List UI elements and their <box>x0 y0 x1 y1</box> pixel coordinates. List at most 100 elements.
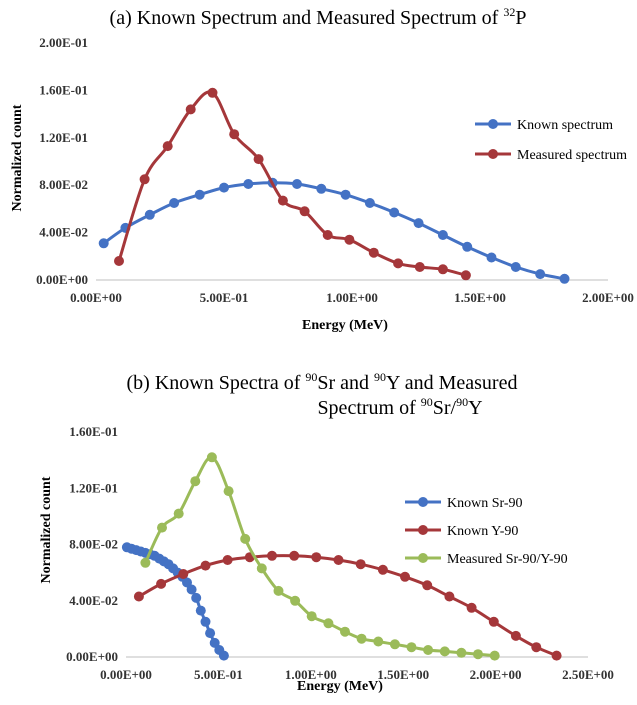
chart-a-point-known-spectrum <box>462 241 473 252</box>
chart-a-point-known-spectrum <box>219 182 229 193</box>
chart-a-legend: Known spectrum Measured spectrum <box>475 118 627 163</box>
chart-b-point-known-sr-90 <box>209 637 220 648</box>
chart-b-point-known-sr-90 <box>191 592 202 603</box>
chart-b-point-known-y-90 <box>267 550 277 561</box>
chart-b-x-tick-label: 0.00E+00 <box>100 667 152 682</box>
chart-a-point-measured-spectrum <box>114 256 124 266</box>
chart-b-legend-marker-known-sr-90 <box>418 497 428 507</box>
chart-b-point-measured-sr-90-y-90 <box>173 508 184 519</box>
chart-a-point-known-spectrum <box>486 252 497 263</box>
chart-b-point-measured-sr-90-y-90 <box>306 611 317 622</box>
chart-a-point-measured-spectrum <box>139 174 150 185</box>
chart-b-point-measured-sr-90-y-90 <box>389 639 400 650</box>
chart-b-y-axis-label: Normalized count <box>39 476 54 583</box>
chart-b-point-known-sr-90 <box>186 584 197 595</box>
chart-a-x-tick-label: 1.50E+00 <box>454 290 506 305</box>
chart-b-point-measured-sr-90-y-90 <box>439 646 450 657</box>
chart-b-title-line2: Spectrum of 90Sr/90Y <box>317 395 482 419</box>
chart-a-ticks: 0.00E+00 4.00E-02 8.00E-02 1.20E-01 1.60E-01… <box>36 35 634 305</box>
chart-a-point-known-spectrum <box>340 189 351 200</box>
chart-b-point-measured-sr-90-y-90 <box>373 636 384 647</box>
chart-a-legend-label-known-spectrum: Known spectrum <box>517 118 613 133</box>
chart-b-line-measured-sr-90-y-90 <box>144 455 495 658</box>
chart-b-x-tick-label: 1.50E+00 <box>377 667 429 682</box>
chart-a-point-known-spectrum <box>389 207 400 218</box>
chart-b-ticks: 0.00E+00 4.00E-02 8.00E-02 1.20E-01 1.60E-01… <box>66 424 614 682</box>
chart-b: (b) Known Spectra of 90Sr and 90Y and Me… <box>39 370 614 694</box>
chart-b-point-measured-sr-90-y-90 <box>140 557 151 568</box>
chart-b-legend-label-known-y-90: Known Y-90 <box>447 524 518 539</box>
chart-a-point-known-spectrum <box>437 230 448 240</box>
chart-b-point-measured-sr-90-y-90 <box>489 650 500 661</box>
chart-b-x-tick-label: 1.00E+00 <box>285 667 337 682</box>
chart-b-point-measured-sr-90-y-90 <box>157 522 167 533</box>
chart-a-y-tick-label: 1.20E-01 <box>39 130 88 145</box>
chart-b-x-tick-label: 2.50E+00 <box>562 667 614 682</box>
chart-b-point-measured-sr-90-y-90 <box>473 649 483 660</box>
chart-a-point-known-spectrum <box>559 273 570 284</box>
chart-b-point-known-sr-90 <box>195 605 206 616</box>
chart-b-point-known-y-90 <box>156 578 167 589</box>
chart-a-point-known-spectrum <box>413 218 424 229</box>
chart-a-point-known-spectrum <box>98 238 109 249</box>
chart-b-point-known-sr-90 <box>200 616 211 627</box>
chart-a-legend-marker-known-spectrum <box>488 119 498 129</box>
chart-b-point-measured-sr-90-y-90 <box>356 633 367 644</box>
chart-a-x-tick-label: 2.00E+00 <box>582 290 634 305</box>
chart-a-point-known-spectrum <box>243 179 254 189</box>
chart-b-x-tick-label: 5.00E-01 <box>194 667 243 682</box>
chart-b-series <box>121 452 562 661</box>
chart-b-point-measured-sr-90-y-90 <box>406 642 417 653</box>
chart-b-point-known-y-90 <box>488 616 499 627</box>
chart-a-y-tick-label: 1.60E-01 <box>39 82 88 97</box>
chart-a: (a) Known Spectrum and Measured Spectrum… <box>10 5 634 333</box>
chart-a-point-known-spectrum <box>510 262 521 272</box>
chart-a-point-measured-spectrum <box>368 247 379 258</box>
chart-b-point-measured-sr-90-y-90 <box>290 595 301 606</box>
chart-b-y-tick-label: 1.60E-01 <box>69 424 118 439</box>
chart-a-point-measured-spectrum <box>322 230 333 240</box>
chart-a-legend-label-measured-spectrum: Measured spectrum <box>517 148 627 163</box>
chart-a-point-measured-spectrum <box>393 258 404 269</box>
chart-a-point-known-spectrum <box>144 209 155 220</box>
chart-a-point-known-spectrum <box>292 179 302 189</box>
chart-a-line-measured-spectrum <box>117 90 467 277</box>
chart-a-point-measured-spectrum <box>299 206 310 217</box>
chart-a-line-known-spectrum <box>102 181 565 281</box>
chart-a-x-tick-label: 5.00E-01 <box>200 290 249 305</box>
chart-b-point-measured-sr-90-y-90 <box>323 618 334 629</box>
chart-a-point-known-spectrum <box>194 189 205 200</box>
chart-a-legend-marker-measured-spectrum <box>488 149 498 159</box>
chart-b-point-known-y-90 <box>311 552 322 563</box>
chart-b-point-measured-sr-90-y-90 <box>223 486 234 497</box>
chart-a-series <box>98 87 570 284</box>
chart-b-point-measured-sr-90-y-90 <box>190 476 201 487</box>
chart-b-point-known-sr-90 <box>205 628 216 639</box>
chart-b-point-measured-sr-90-y-90 <box>206 452 217 463</box>
chart-a-x-tick-label: 1.00E+00 <box>326 290 378 305</box>
chart-b-point-known-y-90 <box>400 571 410 582</box>
chart-b-point-known-sr-90 <box>218 650 229 661</box>
chart-a-point-measured-spectrum <box>437 264 448 275</box>
chart-b-point-measured-sr-90-y-90 <box>256 563 267 574</box>
chart-b-line-known-y-90 <box>138 554 558 657</box>
chart-a-y-tick-label: 0.00E+00 <box>36 272 88 287</box>
chart-b-y-tick-label: 0.00E+00 <box>66 649 118 664</box>
chart-a-point-known-spectrum <box>316 183 327 194</box>
chart-a-point-known-spectrum <box>535 269 546 280</box>
chart-b-point-known-y-90 <box>355 559 366 570</box>
chart-b-x-tick-label: 2.00E+00 <box>470 667 522 682</box>
chart-b-point-known-y-90 <box>510 630 521 641</box>
chart-a-point-measured-spectrum <box>414 262 425 272</box>
chart-a-point-measured-spectrum <box>229 129 240 140</box>
chart-a-point-measured-spectrum <box>207 87 218 98</box>
chart-b-point-known-y-90 <box>222 555 233 565</box>
chart-b-title-line1: (b) Known Spectra of 90Sr and 90Y and Me… <box>127 370 518 394</box>
chart-a-y-axis-label: Normalized count <box>10 104 25 211</box>
chart-b-legend-label-known-sr-90: Known Sr-90 <box>447 496 523 511</box>
chart-b-legend-label-measured-sr-90-y-90: Measured Sr-90/Y-90 <box>447 552 568 567</box>
chart-b-point-known-y-90 <box>551 650 562 661</box>
chart-b-y-tick-label: 8.00E-02 <box>69 537 118 552</box>
chart-b-point-known-y-90 <box>377 564 388 575</box>
